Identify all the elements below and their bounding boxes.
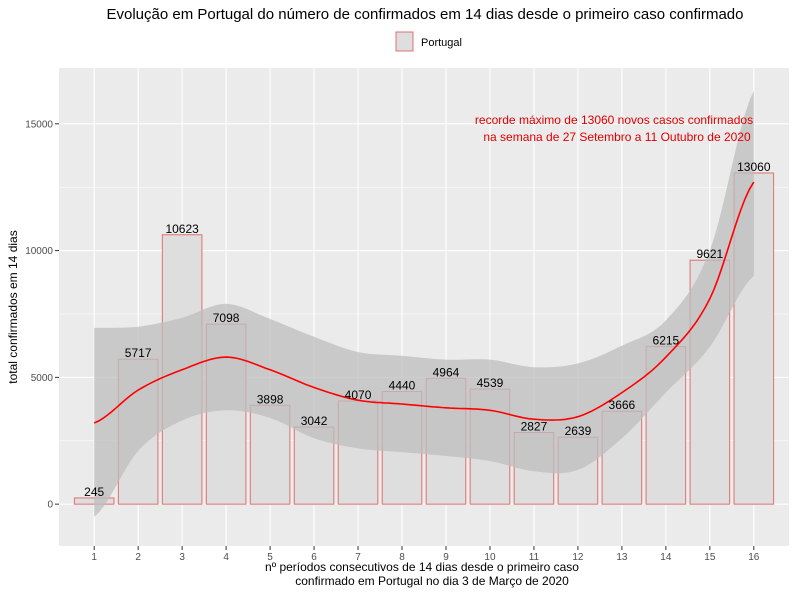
- x-tick-label: 1: [91, 552, 97, 563]
- x-tick-label: 9: [443, 552, 449, 563]
- x-tick-label: 13: [616, 552, 628, 563]
- y-tick-label: 15000: [25, 119, 53, 130]
- data-label: 4964: [433, 365, 460, 379]
- y-axis-title: total confirmados em 14 dias: [6, 230, 20, 383]
- x-tick-label: 14: [660, 552, 672, 563]
- smooth-trend-line: [93, 181, 755, 424]
- x-tick-label: 11: [529, 552, 540, 563]
- data-label: 4440: [389, 379, 416, 393]
- confidence-band: [94, 90, 754, 517]
- x-axis-title-line-2: confirmado em Portugal no dia 3 de Março…: [295, 574, 569, 588]
- data-label: 2639: [565, 424, 592, 438]
- annotation-line-1: recorde máximo de 13060 novos casos conf…: [475, 113, 753, 127]
- data-label: 10623: [165, 222, 199, 236]
- x-tick-label: 5: [267, 552, 273, 563]
- y-tick-label: 5000: [31, 373, 54, 384]
- data-label: 13060: [737, 160, 771, 174]
- x-tick-label: 7: [355, 552, 361, 563]
- data-label: 2827: [521, 419, 548, 433]
- legend-key-portugal: [395, 31, 414, 52]
- data-label: 245: [84, 485, 104, 499]
- x-axis-title-line-1: nº períodos consecutivos de 14 dias desd…: [265, 560, 579, 574]
- x-tick-label: 10: [484, 552, 496, 563]
- data-label: 5717: [125, 346, 152, 360]
- data-label: 6215: [653, 334, 680, 348]
- chart-title: Evolução em Portugal do número de confir…: [106, 6, 743, 23]
- x-tick-label: 3: [179, 552, 185, 563]
- data-label: 9621: [696, 247, 723, 261]
- y-tick-label: 10000: [25, 246, 53, 257]
- y-tick-label: 0: [47, 500, 53, 511]
- data-label: 3042: [301, 414, 328, 428]
- bar: [733, 172, 775, 505]
- data-label: 4070: [345, 388, 372, 402]
- data-label: 3898: [257, 392, 284, 406]
- legend: Portugal: [395, 31, 462, 52]
- annotation-line-2: na semana de 27 Setembro a 11 Outubro de…: [483, 130, 751, 144]
- data-labels: 245 5717 10623 7098 3898 3042 4070 4440 4964 4539…: [84, 160, 771, 499]
- annotation: recorde máximo de 13060 novos casos conf…: [475, 113, 753, 144]
- y-axis: 0 5000 10000 15000: [25, 119, 59, 511]
- legend-label-portugal: Portugal: [421, 37, 462, 49]
- data-label: 4539: [477, 376, 504, 390]
- x-tick-label: 12: [572, 552, 584, 563]
- x-tick-label: 2: [135, 552, 141, 563]
- data-label: 7098: [213, 311, 240, 325]
- x-tick-label: 15: [704, 552, 716, 563]
- data-label: 3666: [609, 398, 636, 412]
- x-tick-label: 16: [748, 552, 760, 563]
- bar: [73, 497, 115, 505]
- x-tick-label: 8: [399, 552, 405, 563]
- x-tick-label: 6: [311, 552, 317, 563]
- x-axis: 1 2 3 4 5 6 7 8 9 10 11 12 13 14 15 16: [91, 546, 760, 563]
- x-tick-label: 4: [223, 552, 229, 563]
